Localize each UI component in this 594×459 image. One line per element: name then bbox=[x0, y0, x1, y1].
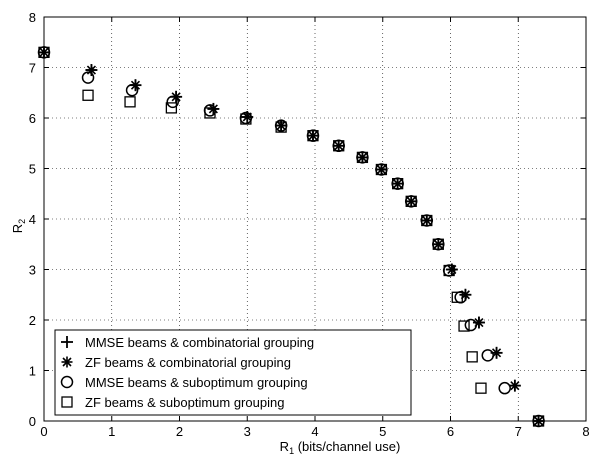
legend-label-mmse-combinatorial: MMSE beams & combinatorial grouping bbox=[85, 335, 314, 350]
marker-zf-combinatorial bbox=[432, 238, 444, 250]
y-tick-label: 0 bbox=[29, 414, 36, 429]
marker-zf-combinatorial bbox=[509, 380, 521, 392]
legend-marker-zf-combinatorial bbox=[61, 356, 73, 368]
marker-zf-suboptimum bbox=[458, 320, 470, 332]
data-markers bbox=[37, 46, 545, 428]
marker-mmse-suboptimum bbox=[166, 95, 179, 109]
marker-zf-combinatorial bbox=[375, 164, 387, 176]
legend-marker-mmse-suboptimum bbox=[60, 375, 74, 389]
marker-zf-suboptimum bbox=[275, 121, 287, 133]
marker-zf-combinatorial bbox=[405, 195, 417, 207]
marker-zf-suboptimum bbox=[466, 351, 478, 363]
legend-marker-mmse-combinatorial bbox=[61, 336, 73, 348]
legend-label-zf-combinatorial: ZF beams & combinatorial grouping bbox=[85, 355, 291, 370]
marker-mmse-suboptimum bbox=[481, 349, 495, 362]
y-tick-label: 5 bbox=[29, 162, 36, 177]
marker-zf-suboptimum bbox=[392, 177, 404, 190]
x-tick-label: 5 bbox=[379, 424, 386, 439]
marker-zf-combinatorial bbox=[421, 215, 433, 227]
marker-zf-suboptimum bbox=[204, 107, 216, 119]
y-tick-label: 3 bbox=[29, 263, 36, 278]
y-tick-label: 2 bbox=[29, 313, 36, 328]
legend: MMSE beams & combinatorial grouping ZF b… bbox=[54, 329, 412, 416]
y-tick-label: 6 bbox=[29, 111, 36, 126]
y-tick-label: 1 bbox=[29, 364, 36, 379]
marker-zf-combinatorial bbox=[533, 415, 545, 427]
marker-zf-combinatorial bbox=[356, 151, 368, 163]
marker-zf-suboptimum bbox=[475, 382, 487, 394]
marker-zf-combinatorial bbox=[392, 178, 404, 190]
x-axis-label: R1 (bits/channel use) bbox=[280, 439, 401, 456]
legend-label-mmse-suboptimum: MMSE beams & suboptimum grouping bbox=[85, 375, 308, 390]
legend-label-zf-suboptimum: ZF beams & suboptimum grouping bbox=[85, 395, 284, 410]
marker-zf-suboptimum bbox=[124, 96, 136, 108]
y-axis-label: R2 bbox=[10, 219, 27, 233]
marker-mmse-suboptimum bbox=[81, 71, 95, 84]
x-tick-label: 4 bbox=[311, 424, 318, 439]
y-tick-label: 8 bbox=[29, 10, 36, 25]
x-tick-label: 0 bbox=[40, 424, 47, 439]
marker-zf-suboptimum bbox=[307, 130, 319, 142]
marker-zf-suboptimum bbox=[240, 113, 252, 125]
marker-zf-combinatorial bbox=[307, 130, 319, 142]
marker-zf-suboptimum bbox=[443, 264, 455, 277]
marker-mmse-suboptimum bbox=[464, 318, 478, 332]
marker-zf-suboptimum bbox=[375, 163, 388, 176]
marker-zf-combinatorial bbox=[333, 140, 345, 152]
legend-marker-zf-suboptimum bbox=[61, 396, 73, 408]
marker-zf-suboptimum bbox=[38, 46, 50, 58]
marker-zf-suboptimum bbox=[165, 102, 178, 114]
marker-zf-combinatorial bbox=[38, 46, 50, 58]
marker-zf-suboptimum bbox=[82, 89, 94, 101]
x-tick-label: 2 bbox=[176, 424, 183, 439]
marker-mmse-suboptimum bbox=[498, 381, 511, 395]
x-tick-label: 3 bbox=[244, 424, 251, 439]
y-tick-label: 7 bbox=[29, 61, 36, 76]
x-tick-label: 7 bbox=[515, 424, 522, 439]
marker-zf-suboptimum bbox=[405, 195, 417, 207]
y-tick-label: 4 bbox=[29, 212, 36, 227]
marker-zf-suboptimum bbox=[432, 238, 444, 250]
x-tick-label: 1 bbox=[108, 424, 115, 439]
x-tick-label: 6 bbox=[447, 424, 454, 439]
marker-zf-suboptimum bbox=[532, 415, 545, 427]
marker-zf-suboptimum bbox=[356, 151, 369, 164]
marker-zf-suboptimum bbox=[451, 291, 463, 303]
legend-markers bbox=[60, 336, 74, 408]
x-tick-label: 8 bbox=[582, 424, 589, 439]
legend-box bbox=[54, 329, 412, 416]
marker-zf-suboptimum bbox=[421, 214, 433, 227]
marker-mmse-suboptimum bbox=[125, 83, 139, 97]
marker-zf-suboptimum bbox=[333, 140, 345, 152]
axis-ticks: 0 1 2 3 4 5 6 7 8 0 1 2 3 4 5 6 7 8 bbox=[29, 10, 590, 439]
